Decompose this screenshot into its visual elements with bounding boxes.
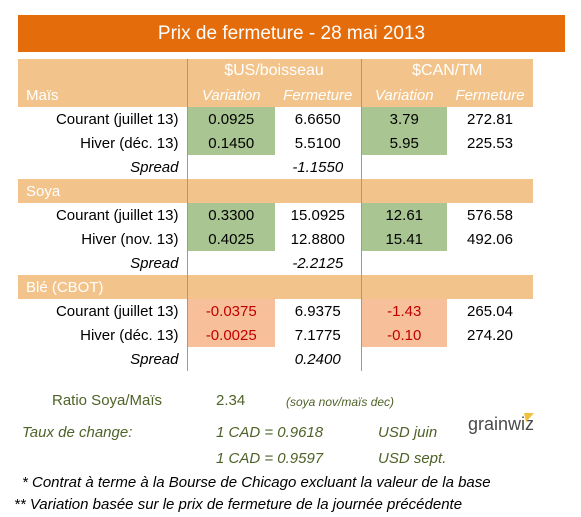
can-fermeture: 274.20 bbox=[467, 326, 513, 344]
header-us-fermeture: Fermeture bbox=[275, 83, 361, 107]
row-label: Courant (juillet 13) bbox=[55, 206, 179, 224]
section-row-soya: Soya bbox=[18, 179, 533, 203]
us-variation: 0.3300 bbox=[186, 203, 275, 227]
header-row-columns: Maïs Variation Fermeture Variation Ferme… bbox=[18, 83, 533, 107]
can-fermeture: 576.58 bbox=[467, 206, 513, 224]
can-fermeture: 492.06 bbox=[467, 230, 513, 248]
exchange-rate-label: Taux de change: bbox=[22, 424, 133, 441]
header-us-variation: Variation bbox=[186, 83, 275, 107]
price-table: $US/boisseau $CAN/TM Maïs Variation Ferm… bbox=[18, 59, 533, 371]
can-variation: -0.10 bbox=[360, 323, 447, 347]
section-mais: Maïs bbox=[18, 83, 187, 107]
section-ble: Blé (CBOT) bbox=[18, 275, 187, 299]
spread-row: Spread 0.2400 bbox=[18, 347, 533, 371]
us-fermeture: 6.9375 bbox=[294, 302, 341, 320]
table-row: Courant (juillet 13) -0.0375 6.9375 -1.4… bbox=[18, 299, 533, 323]
ratio-label: Ratio Soya/Maïs bbox=[52, 392, 163, 409]
can-variation: 5.95 bbox=[360, 131, 447, 155]
us-fermeture: 6.6650 bbox=[294, 110, 341, 128]
spread-row: Spread -2.2125 bbox=[18, 251, 533, 275]
spread-label: Spread bbox=[130, 158, 179, 176]
header-can-fermeture: Fermeture bbox=[447, 83, 533, 107]
table-row: Hiver (déc. 13) 0.1450 5.5100 5.95 225.5… bbox=[18, 131, 533, 155]
header-empty bbox=[18, 59, 187, 83]
table-row: Hiver (nov. 13) 0.4025 12.8800 15.41 492… bbox=[18, 227, 533, 251]
exchange-rate-sept: 1 CAD = 0.9597 bbox=[216, 450, 324, 467]
table-row: Hiver (déc. 13) -0.0025 7.1775 -0.10 274… bbox=[18, 323, 533, 347]
spread-row: Spread -1.1550 bbox=[18, 155, 533, 179]
header-can-variation: Variation bbox=[360, 83, 447, 107]
exchange-rate-sept-unit: USD sept. bbox=[378, 450, 447, 467]
row-label: Courant (juillet 13) bbox=[55, 302, 179, 320]
exchange-rate-june: 1 CAD = 0.9618 bbox=[216, 424, 324, 441]
table-row: Courant (juillet 13) 0.0925 6.6650 3.79 … bbox=[18, 107, 533, 131]
row-label: Courant (juillet 13) bbox=[55, 110, 179, 128]
us-fermeture: 12.8800 bbox=[290, 230, 345, 248]
footnote-contract: * Contrat à terme à la Bourse de Chicago… bbox=[22, 474, 491, 491]
spread-value: -1.1550 bbox=[292, 158, 344, 176]
row-label: Hiver (déc. 13) bbox=[80, 326, 179, 344]
us-fermeture: 15.0925 bbox=[290, 206, 345, 224]
row-label: Hiver (nov. 13) bbox=[81, 230, 179, 248]
grainwiz-logo: grainwiz bbox=[468, 413, 534, 434]
spread-value: -2.2125 bbox=[292, 254, 344, 272]
us-variation: -0.0375 bbox=[186, 299, 275, 323]
row-label: Hiver (déc. 13) bbox=[80, 134, 179, 152]
us-variation: 0.0925 bbox=[186, 107, 275, 131]
us-fermeture: 7.1775 bbox=[294, 326, 341, 344]
can-fermeture: 265.04 bbox=[467, 302, 513, 320]
page-title: Prix de fermeture - 28 mai 2013 bbox=[18, 15, 565, 52]
header-row-currency: $US/boisseau $CAN/TM bbox=[18, 59, 533, 83]
can-variation: 12.61 bbox=[360, 203, 447, 227]
can-fermeture: 272.81 bbox=[467, 110, 513, 128]
us-variation: 0.1450 bbox=[186, 131, 275, 155]
us-variation: -0.0025 bbox=[186, 323, 275, 347]
can-variation: 15.41 bbox=[360, 227, 447, 251]
section-row-ble: Blé (CBOT) bbox=[18, 275, 533, 299]
header-can-unit: $CAN/TM bbox=[360, 59, 533, 83]
spread-label: Spread bbox=[130, 350, 179, 368]
exchange-rate-june-unit: USD juin bbox=[378, 424, 438, 441]
spread-label: Spread bbox=[130, 254, 179, 272]
header-us-unit: $US/boisseau bbox=[186, 59, 361, 83]
ratio-value: 2.34 bbox=[216, 392, 246, 409]
section-soya: Soya bbox=[18, 179, 187, 203]
table-row: Courant (juillet 13) 0.3300 15.0925 12.6… bbox=[18, 203, 533, 227]
spread-value: 0.2400 bbox=[294, 350, 341, 368]
can-fermeture: 225.53 bbox=[467, 134, 513, 152]
footnote-variation: ** Variation basée sur le prix de fermet… bbox=[14, 496, 463, 513]
can-variation: -1.43 bbox=[360, 299, 447, 323]
can-variation: 3.79 bbox=[360, 107, 447, 131]
logo-text: grainwiz bbox=[468, 414, 534, 434]
us-fermeture: 5.5100 bbox=[294, 134, 341, 152]
ratio-note: (soya nov/maïs dec) bbox=[286, 395, 395, 409]
us-variation: 0.4025 bbox=[186, 227, 275, 251]
